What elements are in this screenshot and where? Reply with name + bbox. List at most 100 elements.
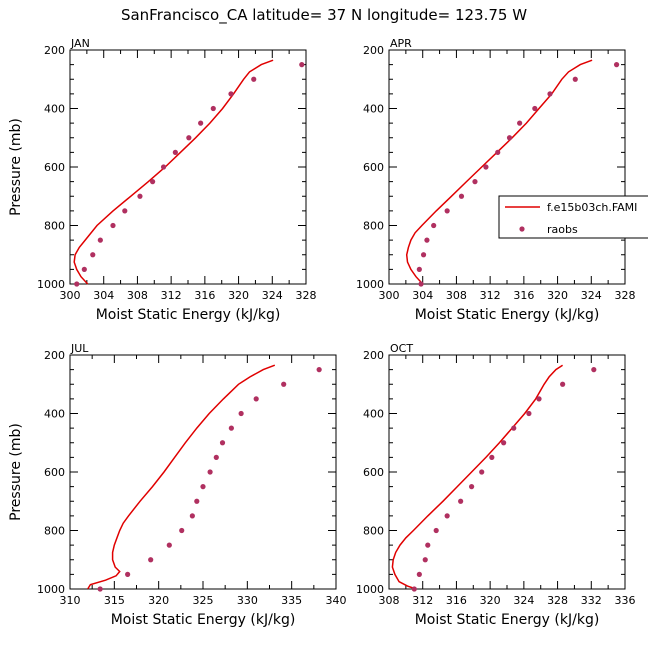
obs-point [189, 513, 195, 519]
obs-point [444, 513, 450, 519]
obs-point [444, 208, 450, 214]
y-tick-label: 600 [363, 466, 384, 479]
y-tick-label: 400 [363, 408, 384, 421]
panel-month-label: JUL [70, 342, 89, 355]
obs-point [90, 252, 96, 258]
x-tick-label: 328 [547, 594, 568, 607]
obs-point [148, 557, 154, 563]
x-axis-label: Moist Static Energy (kJ/kg) [111, 612, 296, 628]
obs-point [210, 105, 216, 112]
obs-point [572, 76, 578, 82]
x-tick-label: 308 [446, 289, 467, 302]
x-tick-label: 312 [412, 594, 433, 607]
obs-point [416, 266, 422, 272]
x-axis-label: Moist Static Energy (kJ/kg) [96, 307, 281, 323]
y-tick-label: 1000 [37, 583, 65, 596]
legend: f.e15b03ch.FAMI raobs [498, 195, 648, 239]
y-tick-label: 1000 [356, 583, 384, 596]
obs-point [501, 440, 507, 446]
x-tick-label: 330 [237, 594, 258, 607]
obs-point [228, 91, 234, 97]
y-tick-label: 800 [44, 525, 65, 538]
obs-point [458, 193, 465, 199]
obs-point [495, 149, 501, 155]
obs-point [489, 454, 495, 460]
x-tick-label: 316 [194, 289, 215, 302]
y-tick-label: 200 [44, 349, 65, 362]
y-tick-label: 800 [363, 525, 384, 538]
legend-model-label: f.e15b03ch.FAMI [547, 201, 637, 214]
x-axis-label: Moist Static Energy (kJ/kg) [415, 612, 600, 628]
x-tick-label: 320 [148, 594, 169, 607]
model-line [391, 364, 564, 590]
obs-point [536, 396, 542, 402]
x-tick-label: 340 [326, 594, 347, 607]
y-tick-label: 200 [363, 44, 384, 57]
x-tick-label: 324 [262, 289, 283, 302]
obs-point [469, 484, 475, 490]
legend-obs-swatch [519, 226, 525, 232]
y-tick-label: 200 [363, 349, 384, 362]
obs-point [207, 469, 213, 475]
obs-point [137, 193, 143, 199]
obs-point [166, 542, 172, 548]
obs-point [200, 484, 206, 490]
x-tick-label: 310 [60, 594, 81, 607]
obs-point [81, 266, 87, 272]
obs-point [198, 120, 204, 126]
obs-point [228, 425, 234, 431]
x-tick-label: 328 [296, 289, 317, 302]
y-tick-label: 1000 [356, 278, 384, 291]
y-tick-label: 400 [363, 103, 384, 116]
plot-frame [69, 354, 337, 590]
y-tick-label: 600 [363, 161, 384, 174]
x-tick-label: 308 [127, 289, 148, 302]
obs-point [560, 381, 566, 387]
obs-point [431, 222, 437, 229]
legend-box [498, 195, 648, 239]
obs-point [506, 135, 513, 141]
obs-point [472, 179, 478, 185]
obs-point [433, 527, 439, 534]
obs-point [411, 586, 417, 592]
obs-point [110, 222, 116, 229]
obs-point [97, 237, 103, 243]
x-tick-label: 308 [379, 594, 400, 607]
obs-point [194, 498, 200, 504]
figure-title: SanFrancisco_CA latitude= 37 N longitude… [120, 6, 528, 24]
y-tick-label: 400 [44, 408, 65, 421]
obs-point [219, 440, 226, 446]
y-axis-label: Pressure (mb) [8, 423, 24, 521]
x-tick-label: 312 [161, 289, 182, 302]
plot-frame [69, 49, 307, 285]
x-tick-label: 316 [446, 594, 467, 607]
obs-point [316, 367, 322, 373]
obs-point [547, 91, 553, 97]
y-tick-label: 800 [363, 220, 384, 233]
y-tick-label: 600 [44, 161, 65, 174]
x-tick-label: 336 [615, 594, 636, 607]
x-tick-label: 328 [615, 289, 636, 302]
obs-point [97, 586, 103, 592]
plot-frame [388, 49, 626, 285]
y-tick-label: 400 [44, 103, 65, 116]
obs-point [483, 164, 489, 170]
obs-point [150, 179, 156, 185]
x-tick-label: 325 [193, 594, 214, 607]
obs-point [458, 498, 464, 504]
plot-frame [388, 354, 626, 590]
y-tick-label: 600 [44, 466, 65, 479]
obs-point [416, 571, 422, 577]
x-tick-label: 335 [281, 594, 302, 607]
x-tick-label: 324 [581, 289, 602, 302]
x-tick-label: 324 [513, 594, 534, 607]
y-tick-label: 1000 [37, 278, 65, 291]
y-tick-label: 800 [44, 220, 65, 233]
panel-month-label: JAN [70, 37, 90, 50]
obs-point [281, 381, 287, 387]
obs-point [251, 76, 257, 82]
